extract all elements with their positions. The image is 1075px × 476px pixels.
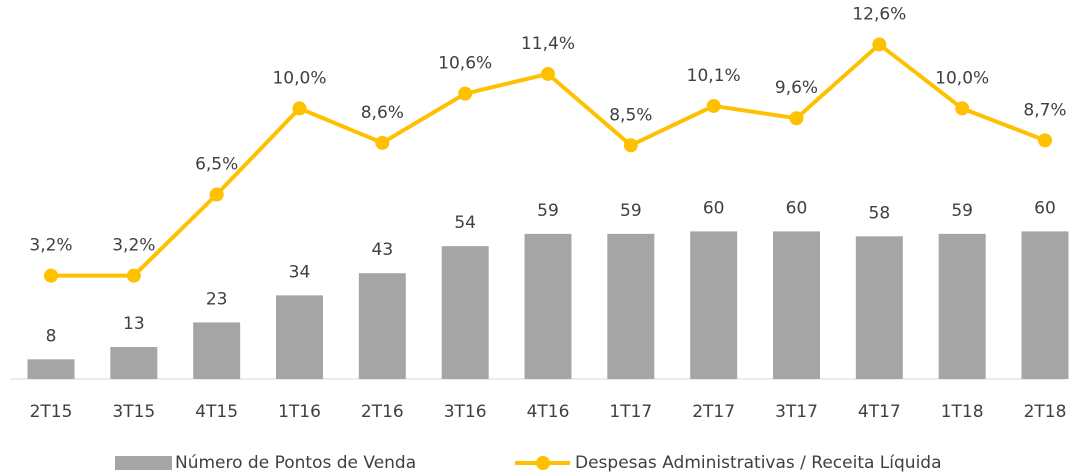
bar-label: 54 <box>454 213 476 233</box>
bar-label: 34 <box>289 262 311 282</box>
legend-key <box>115 456 172 470</box>
line-label: 10,0% <box>272 68 326 88</box>
line-point <box>1038 133 1052 148</box>
x-tick-label: 2T16 <box>361 402 404 422</box>
bar <box>773 231 820 379</box>
line-point <box>44 268 58 283</box>
line-label: 8,6% <box>361 103 404 123</box>
line-point <box>623 138 638 153</box>
line-label: 3,2% <box>112 236 155 256</box>
bar-label: 60 <box>703 198 725 218</box>
bar <box>938 233 986 379</box>
line-point <box>706 98 721 113</box>
x-tick-label: 1T18 <box>941 402 984 422</box>
bar-label: 23 <box>206 289 228 309</box>
x-tick-label: 2T15 <box>30 402 73 422</box>
line-point <box>458 86 473 101</box>
line-label: 11,4% <box>521 34 575 54</box>
bar <box>27 359 75 379</box>
line-label: 12,6% <box>852 4 906 24</box>
line-label: 6,5% <box>195 155 238 175</box>
legend-key-marker <box>536 456 550 470</box>
bar-label: 59 <box>537 201 559 221</box>
line-point <box>292 101 307 116</box>
line-label: 3,2% <box>29 236 72 256</box>
line-point <box>209 187 224 202</box>
x-tick-label: 3T15 <box>112 402 155 422</box>
bar-label: 8 <box>46 326 57 346</box>
bar <box>690 231 738 379</box>
bar <box>358 273 406 379</box>
bar <box>1021 231 1069 379</box>
bar-label: 58 <box>869 203 891 223</box>
line-point <box>541 66 555 81</box>
line-point <box>872 37 887 52</box>
x-tick-label: 1T17 <box>609 402 652 422</box>
line-label: 8,7% <box>1023 100 1066 120</box>
line-label: 10,6% <box>438 54 492 74</box>
x-tick-label: 3T17 <box>775 402 818 422</box>
legend-label: Despesas Administrativas / Receita Líqui… <box>575 453 942 473</box>
legend-label: Número de Pontos de Venda <box>175 453 416 473</box>
line-point <box>375 135 390 150</box>
bar <box>855 236 903 379</box>
bar-label: 59 <box>620 201 642 221</box>
bar-label: 13 <box>123 314 145 334</box>
x-tick-label: 4T15 <box>195 402 238 422</box>
x-tick-label: 4T17 <box>858 402 901 422</box>
bar-label: 43 <box>372 240 394 260</box>
line-point <box>789 111 804 126</box>
bar <box>524 233 572 379</box>
x-tick-label: 4T16 <box>527 402 570 422</box>
bar <box>193 322 241 379</box>
x-tick-label: 2T18 <box>1024 402 1067 422</box>
x-tick-label: 3T16 <box>444 402 487 422</box>
line-label: 8,5% <box>609 105 652 125</box>
line-point <box>126 268 141 283</box>
bar <box>607 233 655 379</box>
x-tick-label: 1T16 <box>278 402 321 422</box>
bar <box>110 347 158 379</box>
bar <box>441 246 489 379</box>
x-tick-label: 2T17 <box>692 402 735 422</box>
line-point <box>955 101 970 116</box>
line-label: 10,0% <box>935 68 989 88</box>
bar-label: 60 <box>786 198 808 218</box>
bar-label: 59 <box>951 201 973 221</box>
line-label: 9,6% <box>775 78 818 98</box>
bar-label: 60 <box>1034 198 1056 218</box>
bar <box>276 295 323 379</box>
line-label: 10,1% <box>687 66 741 86</box>
